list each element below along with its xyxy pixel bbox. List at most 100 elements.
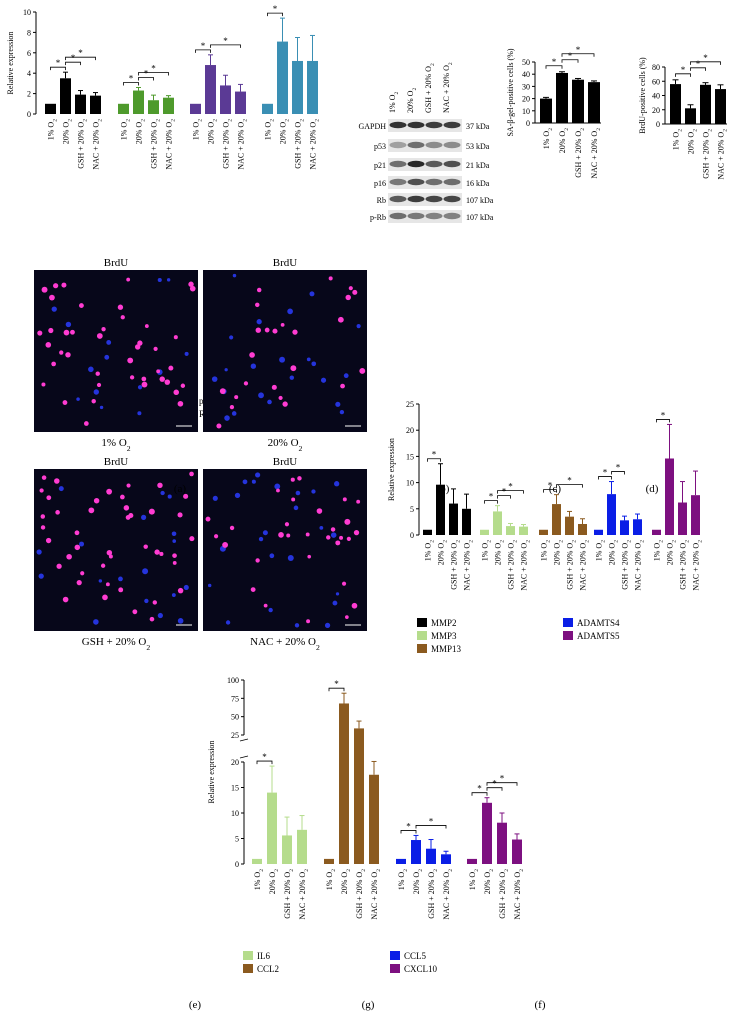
blot-band: [425, 212, 443, 220]
nucleus-dapi: [225, 620, 231, 625]
nucleus-brdu: [40, 514, 46, 519]
significance-bracket: [611, 471, 625, 475]
x-tick-label: 1% O2: [264, 119, 276, 140]
nucleus-dapi: [171, 593, 176, 597]
x-tick-label: NAC + 20% O2: [309, 119, 321, 170]
significance-bracket: [138, 77, 154, 81]
x-tick-label: 20% O2: [437, 540, 449, 565]
nucleus-dapi: [224, 415, 230, 421]
nucleus-brdu: [117, 304, 124, 310]
nucleus-dapi: [262, 530, 268, 536]
bar-CXCL10-0: [467, 858, 477, 864]
nucleus-brdu: [59, 350, 64, 355]
blot-size-label-p21: 21 kDa: [466, 161, 490, 170]
nucleus-dapi: [269, 553, 275, 559]
significance-star: *: [489, 492, 494, 502]
nucleus-dapi: [311, 489, 316, 494]
nucleus-brdu: [337, 316, 344, 323]
bar-IL6-1: [267, 792, 277, 864]
nucleus-brdu: [250, 587, 256, 593]
nucleus-brdu: [143, 544, 148, 549]
bar-p16-1: [205, 65, 216, 114]
x-tick-label: 1% O2: [653, 540, 665, 561]
nucleus-dapi: [334, 481, 340, 487]
blot-strip: [388, 139, 462, 152]
blot-row-label-Rb: Rb: [377, 196, 386, 205]
bar-p53-3: [90, 95, 101, 114]
nucleus-brdu: [345, 615, 349, 619]
nucleus-brdu: [159, 376, 165, 382]
legend-label-ADAMTS5: ADAMTS5: [577, 631, 620, 641]
legend-label-MMP3: MMP3: [431, 631, 457, 641]
significance-bracket: [598, 476, 612, 480]
y-tick-label: 50: [522, 58, 530, 67]
nucleus-brdu: [173, 389, 180, 396]
significance-bracket: [123, 82, 139, 86]
blot-size-label-p16: 16 kDa: [466, 179, 490, 188]
blot-band: [407, 141, 425, 149]
micrograph-image: [203, 469, 367, 631]
nucleus-brdu: [76, 580, 82, 586]
nucleus-brdu: [63, 329, 70, 336]
significance-bracket: [656, 419, 670, 423]
bar-MMP3-1: [493, 511, 502, 535]
blot-column-label: GSH + 20% O2: [424, 63, 436, 113]
bar-1: [685, 108, 696, 124]
nucleus-brdu: [91, 399, 96, 404]
nucleus-brdu: [189, 471, 194, 477]
bar-MMP13-3: [578, 523, 587, 535]
nucleus-brdu: [149, 616, 155, 622]
y-tick-label: 10: [231, 809, 239, 818]
nucleus-brdu: [144, 324, 149, 328]
nucleus-brdu: [74, 544, 81, 551]
nucleus-brdu: [359, 368, 366, 374]
nucleus-dapi: [212, 495, 218, 501]
nucleus-brdu: [46, 495, 52, 501]
nucleus-brdu: [39, 488, 44, 493]
panel-e-label: (e): [189, 999, 202, 1011]
nucleus-dapi: [255, 472, 261, 478]
nucleus-brdu: [346, 536, 351, 541]
nucleus-brdu: [292, 329, 298, 335]
bar-p21-0: [118, 103, 129, 114]
bar-CCL2-0: [324, 858, 334, 864]
bar-Rb-0: [262, 103, 273, 114]
y-tick-label: 20: [522, 95, 530, 104]
nucleus-brdu: [152, 600, 158, 605]
micrograph-title: BrdU: [104, 456, 129, 468]
significance-star: *: [576, 45, 581, 55]
nucleus-brdu: [278, 532, 284, 538]
nucleus-dapi: [98, 579, 103, 583]
blot-band: [407, 121, 425, 129]
x-tick-label: 1% O2: [397, 869, 409, 890]
blot-band: [389, 141, 407, 149]
nucleus-brdu: [88, 507, 95, 514]
nucleus-brdu: [93, 497, 100, 504]
blot-band: [389, 178, 407, 186]
micrograph-title: BrdU: [273, 456, 298, 468]
bar-p53-2: [75, 94, 86, 114]
bar-0: [540, 98, 552, 123]
nucleus-dapi: [274, 483, 281, 490]
nucleus-brdu: [53, 283, 59, 289]
bar-MMP3-3: [519, 526, 528, 535]
bar-Rb-2: [292, 60, 303, 114]
nucleus-brdu: [222, 541, 229, 548]
x-tick-label: GSH + 20% O2: [498, 869, 510, 919]
nucleus-brdu: [108, 554, 113, 559]
x-tick-label: 1% O2: [253, 869, 265, 890]
nucleus-brdu: [264, 327, 270, 333]
x-tick-label: GSH + 20% O2: [222, 119, 234, 169]
nucleus-dapi: [343, 373, 349, 379]
significance-bracket: [195, 49, 211, 53]
nucleus-dapi: [118, 576, 123, 582]
nucleus-dapi: [183, 584, 189, 591]
nucleus-dapi: [242, 479, 248, 485]
micrograph-image: [203, 270, 367, 432]
x-tick-label: 1% O2: [595, 540, 607, 561]
nucleus-brdu: [106, 550, 113, 556]
x-tick-label: NAC + 20% O2: [717, 129, 729, 180]
bar-MMP13-0: [539, 529, 548, 535]
nucleus-dapi: [319, 525, 324, 530]
